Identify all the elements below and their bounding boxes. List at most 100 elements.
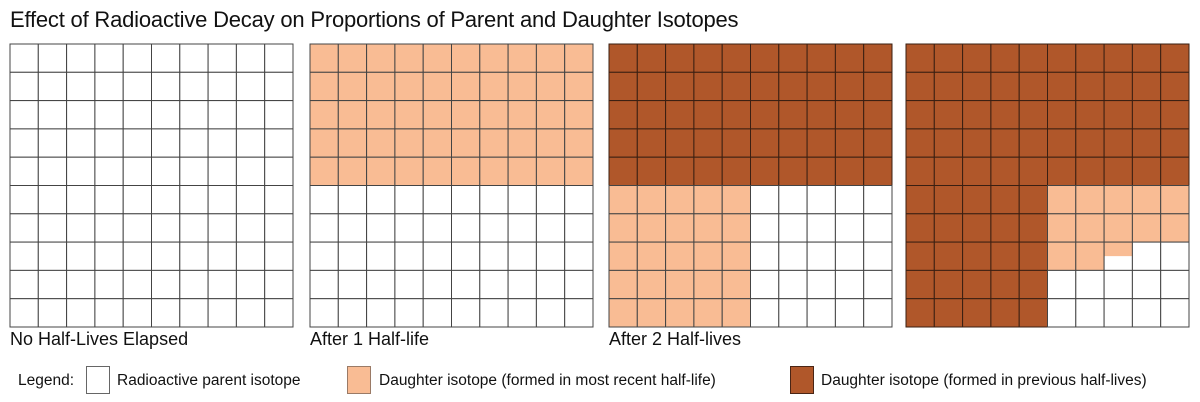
cell-parent xyxy=(94,242,124,271)
cell-previous xyxy=(693,44,723,73)
cell-parent xyxy=(66,44,95,73)
cell-recent xyxy=(637,270,666,299)
cell-parent xyxy=(366,242,395,271)
cell-recent xyxy=(338,100,367,129)
cell-previous xyxy=(665,157,694,186)
cell-previous xyxy=(990,270,1020,299)
cell-parent xyxy=(10,242,39,271)
cell-parent xyxy=(807,270,836,299)
cell-recent xyxy=(508,128,537,158)
cell-parent xyxy=(94,270,124,299)
cell-previous xyxy=(962,213,991,243)
cell-previous xyxy=(1019,44,1048,73)
cell-previous xyxy=(863,72,892,101)
cell-parent xyxy=(423,213,452,243)
cell-parent xyxy=(123,44,152,73)
cell-parent xyxy=(479,298,509,327)
cell-previous xyxy=(609,100,638,129)
cell-recent xyxy=(423,44,452,73)
cell-parent xyxy=(123,72,152,101)
cell-parent xyxy=(423,298,452,327)
cell-parent xyxy=(66,100,95,129)
cell-previous xyxy=(934,100,963,129)
cell-parent xyxy=(264,44,293,73)
cell-parent xyxy=(423,270,452,299)
cell-parent xyxy=(66,128,95,158)
cell-parent xyxy=(264,100,293,129)
cell-recent xyxy=(423,157,452,186)
cell-recent xyxy=(394,157,424,186)
grid-panel-2 xyxy=(608,43,893,328)
cell-parent xyxy=(264,213,293,243)
cell-recent xyxy=(310,72,339,101)
cell-parent xyxy=(778,213,808,243)
cell-parent xyxy=(451,185,480,214)
cell-previous xyxy=(1047,157,1076,186)
cell-parent xyxy=(1132,242,1161,271)
cell-parent xyxy=(123,185,152,214)
cell-previous xyxy=(637,44,666,73)
cell-previous xyxy=(962,72,991,101)
cell-parent xyxy=(508,270,537,299)
cell-parent xyxy=(66,185,95,214)
cell-recent xyxy=(1075,185,1105,214)
cell-recent xyxy=(451,72,480,101)
cell-recent xyxy=(451,100,480,129)
cell-recent xyxy=(722,185,751,214)
cell-border xyxy=(564,298,594,328)
cell-parent xyxy=(366,213,395,243)
cell-previous xyxy=(1132,157,1161,186)
cell-recent xyxy=(1075,242,1105,271)
cell-parent xyxy=(208,185,237,214)
cell-parent xyxy=(451,213,480,243)
cell-previous xyxy=(1132,128,1161,158)
cell-recent xyxy=(536,44,565,73)
cell-recent xyxy=(665,270,694,299)
cell-previous xyxy=(778,157,808,186)
cell-parent xyxy=(94,298,124,327)
cell-previous xyxy=(1019,100,1048,129)
cell-parent xyxy=(123,298,152,327)
cell-previous xyxy=(1160,44,1189,73)
cell-parent xyxy=(179,270,209,299)
cell-previous xyxy=(962,157,991,186)
panel-label-2: After 2 Half-lives xyxy=(609,329,742,349)
cell-previous xyxy=(1104,44,1133,73)
cell-previous xyxy=(934,213,963,243)
cell-parent xyxy=(179,185,209,214)
cell-previous xyxy=(990,185,1020,214)
cell-previous xyxy=(665,100,694,129)
cell-parent xyxy=(778,298,808,327)
cell-previous xyxy=(934,44,963,73)
cell-half xyxy=(1104,242,1133,257)
cell-parent xyxy=(423,242,452,271)
cell-previous xyxy=(1019,242,1048,271)
cell-parent xyxy=(508,213,537,243)
cell-previous xyxy=(609,157,638,186)
cell-recent xyxy=(1075,213,1105,243)
cell-recent xyxy=(338,157,367,186)
cell-previous xyxy=(1019,270,1048,299)
cell-recent xyxy=(394,100,424,129)
cell-recent xyxy=(394,72,424,101)
cell-parent xyxy=(1047,298,1076,327)
cell-parent xyxy=(38,44,67,73)
cell-recent xyxy=(665,185,694,214)
cell-previous xyxy=(934,270,963,299)
cell-parent xyxy=(38,270,67,299)
cell-parent xyxy=(38,298,67,327)
cell-previous xyxy=(934,298,963,327)
cell-recent xyxy=(536,157,565,186)
cell-parent xyxy=(236,270,265,299)
cell-previous xyxy=(693,72,723,101)
cell-previous xyxy=(835,72,864,101)
cell-parent xyxy=(310,270,339,299)
cell-parent xyxy=(264,242,293,271)
cell-parent xyxy=(208,242,237,271)
cell-recent xyxy=(479,72,509,101)
cell-parent xyxy=(208,213,237,243)
cell-previous xyxy=(934,185,963,214)
cell-parent xyxy=(310,213,339,243)
cell-recent xyxy=(665,213,694,243)
cell-previous xyxy=(962,44,991,73)
